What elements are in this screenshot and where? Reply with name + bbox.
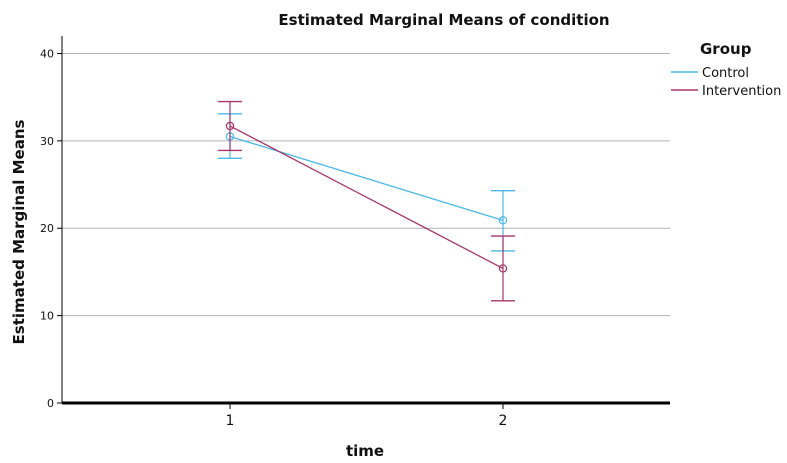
- x-tick-label: 1: [226, 413, 235, 429]
- legend: Group Control Intervention: [671, 40, 781, 99]
- series-control: [218, 113, 515, 252]
- series-line: [229, 125, 504, 270]
- x-tick-label: 2: [499, 413, 508, 429]
- y-axis: 0 10 20 30 40: [40, 36, 63, 410]
- y-tick-label: 0: [47, 397, 54, 410]
- series-intervention: [218, 100, 515, 302]
- y-tick-label: 10: [40, 310, 54, 323]
- legend-entry: Intervention: [702, 84, 781, 99]
- y-axis-label: Estimated Marginal Means: [10, 120, 28, 345]
- grid: [62, 52, 670, 317]
- x-axis-label: time: [346, 442, 384, 460]
- legend-entry: Control: [702, 66, 749, 81]
- data-point: [498, 216, 508, 225]
- series-layer: [218, 100, 515, 302]
- y-tick-label: 20: [40, 222, 54, 235]
- data-point: [498, 264, 508, 273]
- y-tick-label: 30: [40, 135, 54, 148]
- series-line: [229, 135, 504, 221]
- y-tick-label: 40: [40, 47, 54, 60]
- data-point: [225, 121, 235, 131]
- legend-title: Group: [700, 40, 752, 58]
- chart-title: Estimated Marginal Means of condition: [278, 11, 609, 29]
